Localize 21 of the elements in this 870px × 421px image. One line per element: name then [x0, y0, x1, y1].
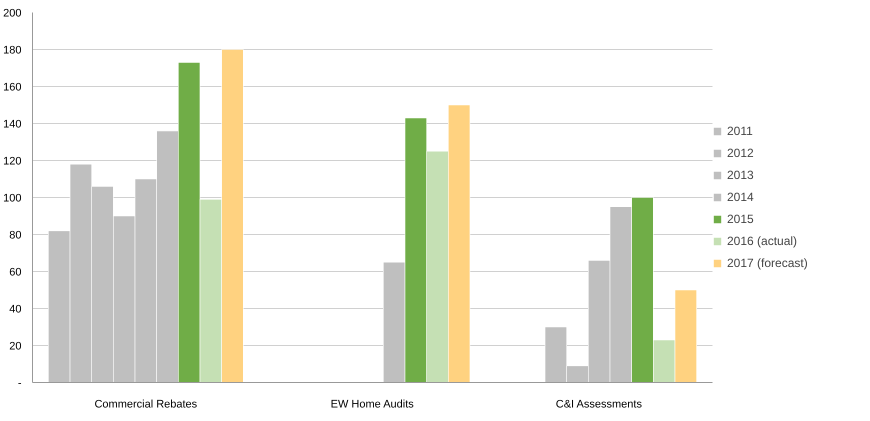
y-tick-label: 80 — [9, 230, 22, 242]
y-tick-label: 100 — [3, 192, 22, 204]
y-tick-label: - — [18, 378, 22, 390]
y-tick-label: 40 — [9, 304, 22, 316]
y-tick-label: 180 — [3, 44, 22, 56]
legend-label: 2014 — [727, 190, 754, 204]
legend-label: 2016 (actual) — [727, 234, 798, 248]
x-tick-label: C&I Assessments — [556, 398, 642, 410]
legend-label: 2015 — [727, 212, 754, 226]
y-tick-label: 200 — [3, 8, 22, 20]
y-tick-label: 120 — [3, 156, 22, 168]
y-tick-label: 60 — [9, 266, 22, 278]
x-tick-label: EW Home Audits — [330, 398, 414, 410]
legend-label: 2013 — [727, 168, 754, 182]
y-tick-label: 160 — [3, 82, 22, 94]
legend-label: 2011 — [727, 124, 753, 138]
legend-label: 2012 — [727, 146, 754, 160]
x-tick-label: Commercial Rebates — [94, 398, 198, 410]
legend-label: 2017 (forecast) — [727, 256, 808, 270]
y-tick-label: 20 — [9, 340, 22, 352]
y-tick-label: 140 — [3, 118, 22, 130]
